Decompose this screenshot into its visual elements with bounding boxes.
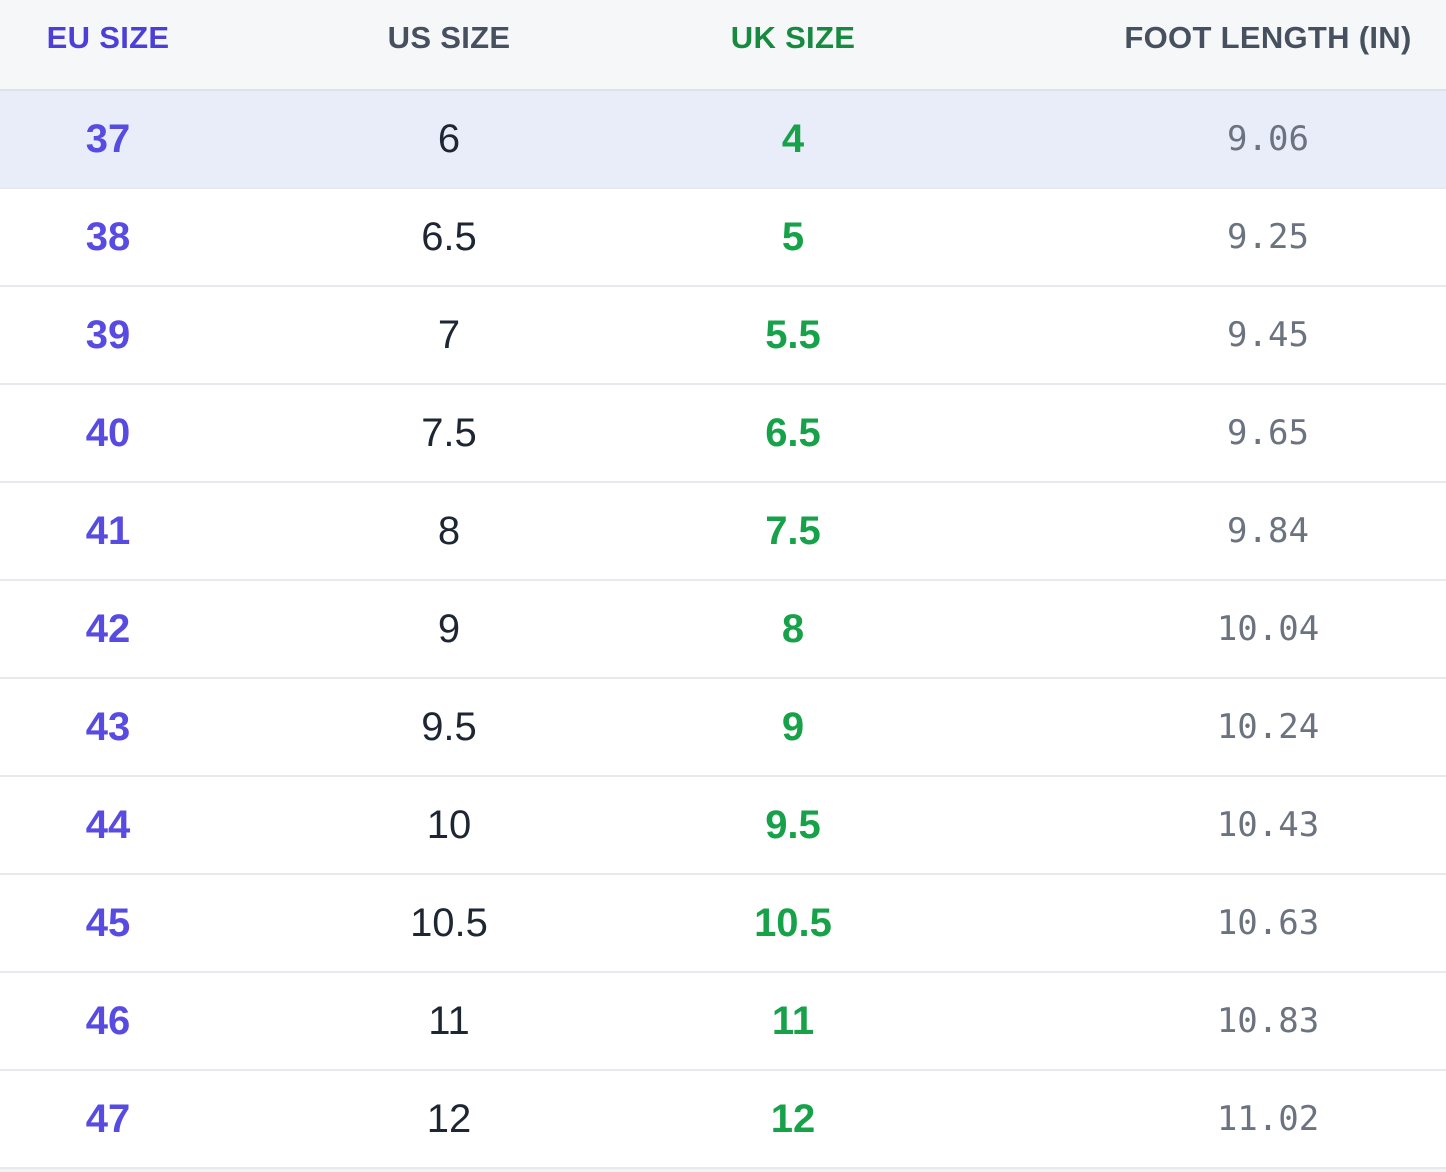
eu-size-cell: 42	[85, 606, 131, 651]
us-size-cell: 10	[426, 802, 472, 847]
us-size-cell: 11	[428, 998, 470, 1043]
table-row[interactable]: 43 9.5 9 10.24	[0, 679, 1446, 777]
table-row[interactable]: 39 7 5.5 9.45	[0, 287, 1446, 385]
foot-length-cell: 10.24	[1216, 707, 1320, 747]
us-size-cell: 7	[437, 312, 461, 357]
uk-size-cell: 7.5	[765, 508, 821, 553]
column-header-foot-length: FOOT LENGTH (IN)	[1124, 19, 1412, 55]
table-row[interactable]: 42 9 8 10.04	[0, 581, 1446, 679]
foot-length-cell: 10.04	[1216, 609, 1320, 649]
us-size-cell: 7.5	[421, 410, 477, 455]
uk-size-cell: 10.5	[754, 900, 832, 945]
table-bottom-divider	[0, 1169, 1446, 1172]
eu-size-cell: 45	[85, 900, 131, 945]
uk-size-cell: 12	[770, 1096, 816, 1141]
us-size-cell: 8	[437, 508, 461, 553]
foot-length-cell: 10.63	[1216, 903, 1320, 943]
foot-length-cell: 9.65	[1227, 413, 1309, 453]
column-header-us-size: US SIZE	[387, 19, 511, 55]
eu-size-cell: 47	[85, 1096, 131, 1141]
column-header-eu-size: EU SIZE	[46, 19, 170, 55]
us-size-cell: 9.5	[421, 704, 477, 749]
table-header-row: EU SIZE US SIZE UK SIZE FOOT LENGTH (IN)	[0, 0, 1446, 91]
foot-length-cell: 9.45	[1227, 315, 1309, 355]
uk-size-cell: 5	[781, 214, 805, 259]
eu-size-cell: 46	[85, 998, 131, 1043]
foot-length-cell: 11.02	[1216, 1099, 1320, 1139]
foot-length-cell: 9.06	[1227, 119, 1309, 159]
us-size-cell: 12	[426, 1096, 472, 1141]
us-size-cell: 6.5	[421, 214, 477, 259]
uk-size-cell: 9	[781, 704, 805, 749]
foot-length-cell: 10.83	[1216, 1001, 1320, 1041]
us-size-cell: 6	[437, 116, 461, 161]
eu-size-cell: 41	[85, 508, 131, 553]
table-row[interactable]: 47 12 12 11.02	[0, 1071, 1446, 1169]
uk-size-cell: 11	[771, 998, 815, 1043]
foot-length-cell: 9.25	[1227, 217, 1309, 257]
column-header-uk-size: UK SIZE	[730, 19, 856, 55]
eu-size-cell: 39	[85, 312, 131, 357]
table-row[interactable]: 44 10 9.5 10.43	[0, 777, 1446, 875]
foot-length-cell: 10.43	[1216, 805, 1320, 845]
table-row[interactable]: 45 10.5 10.5 10.63	[0, 875, 1446, 973]
eu-size-cell: 44	[85, 802, 131, 847]
eu-size-cell: 40	[85, 410, 131, 455]
us-size-cell: 9	[437, 606, 461, 651]
eu-size-cell: 38	[85, 214, 131, 259]
table-row[interactable]: 46 11 11 10.83	[0, 973, 1446, 1071]
uk-size-cell: 4	[781, 116, 805, 161]
eu-size-cell: 43	[85, 704, 131, 749]
table-row[interactable]: 40 7.5 6.5 9.65	[0, 385, 1446, 483]
table-row[interactable]: 41 8 7.5 9.84	[0, 483, 1446, 581]
foot-length-cell: 9.84	[1227, 511, 1309, 551]
us-size-cell: 10.5	[410, 900, 488, 945]
eu-size-cell: 37	[85, 116, 131, 161]
uk-size-cell: 5.5	[765, 312, 821, 357]
uk-size-cell: 9.5	[765, 802, 821, 847]
table-row[interactable]: 38 6.5 5 9.25	[0, 189, 1446, 287]
uk-size-cell: 8	[781, 606, 805, 651]
table-row[interactable]: 37 6 4 9.06	[0, 91, 1446, 189]
uk-size-cell: 6.5	[765, 410, 821, 455]
